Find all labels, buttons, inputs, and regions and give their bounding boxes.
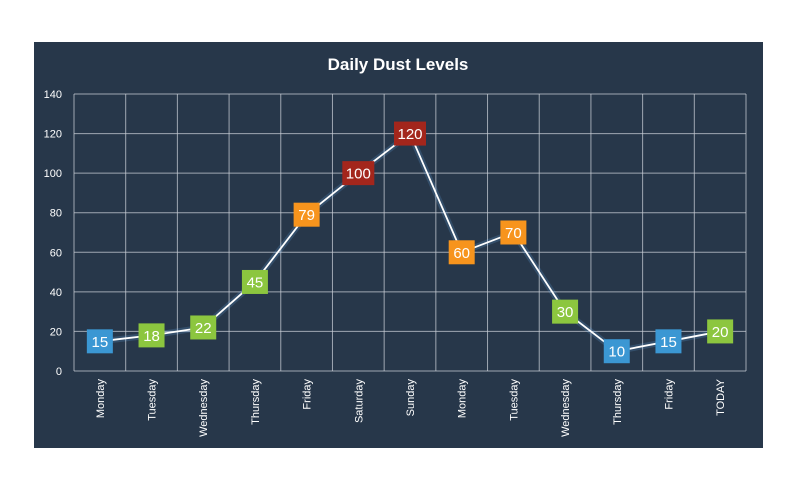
y-tick-label: 100: [44, 168, 62, 180]
data-label: 10: [608, 344, 625, 361]
data-label: 45: [247, 274, 264, 291]
data-label: 22: [195, 320, 212, 337]
data-point-marker: [552, 299, 579, 324]
x-tick-label: Sunday: [405, 379, 417, 417]
chart-title: Daily Dust Levels: [328, 55, 469, 74]
line-chart: Daily Dust Levels 0 20 40 60 80 100 120 140 Mon…: [44, 55, 747, 437]
y-tick-label: 80: [50, 208, 62, 220]
data-label: 15: [660, 334, 677, 351]
y-tick-label: 60: [50, 247, 62, 259]
x-tick-label: Wednesday: [198, 379, 210, 437]
x-tick-label: Friday: [663, 379, 675, 410]
x-tick-label: TODAY: [715, 378, 727, 416]
x-tick-label: Saturday: [353, 379, 365, 424]
data-point-marker: [342, 161, 375, 186]
data-point-marker: [86, 329, 113, 354]
x-tick-label: Thursday: [250, 379, 262, 425]
data-label: 79: [298, 207, 315, 224]
x-tick-label: Tuesday: [147, 379, 159, 421]
data-point-marker: [448, 240, 475, 265]
y-tick-label: 20: [50, 326, 62, 338]
data-point-marker: [394, 121, 426, 146]
data-point-marker: [500, 220, 527, 245]
y-tick-label: 140: [44, 89, 62, 101]
data-label: 15: [92, 334, 109, 351]
data-point-marker: [190, 315, 217, 340]
data-point-marker: [707, 319, 734, 344]
y-tick-label: 40: [50, 287, 62, 299]
y-tick-label: 0: [56, 366, 62, 378]
y-axis-ticks: 0 20 40 60 80 100 120 140: [44, 89, 62, 378]
data-point-marker: [655, 329, 682, 354]
chart-panel: Daily Dust Levels 0 20 40 60 80 100 120 140 Mon…: [34, 42, 763, 448]
data-point-marker: [241, 269, 268, 294]
data-label: 18: [143, 328, 160, 345]
data-point-marker: [603, 339, 630, 364]
x-tick-label: Friday: [302, 379, 314, 410]
data-label: 70: [505, 225, 522, 242]
data-label: 60: [453, 245, 470, 262]
x-tick-label: Thursday: [612, 379, 624, 425]
x-axis-ticks: Monday Tuesday Wednesday Thursday Friday Satu…: [95, 378, 727, 437]
data-label: 20: [712, 324, 729, 341]
data-point-marker: [293, 202, 320, 227]
grid: [73, 93, 747, 372]
data-label: 120: [397, 126, 422, 143]
x-tick-label: Monday: [457, 379, 469, 419]
data-points: 15 18 22 45 79 100 120 60 70 30 10 15 20: [86, 121, 734, 364]
x-tick-label: Monday: [95, 379, 107, 419]
x-tick-label: Tuesday: [508, 379, 520, 421]
data-label: 100: [346, 166, 371, 183]
x-tick-label: Wednesday: [560, 379, 572, 437]
data-label: 30: [557, 304, 574, 321]
y-tick-label: 120: [44, 129, 62, 141]
data-point-marker: [138, 323, 165, 348]
